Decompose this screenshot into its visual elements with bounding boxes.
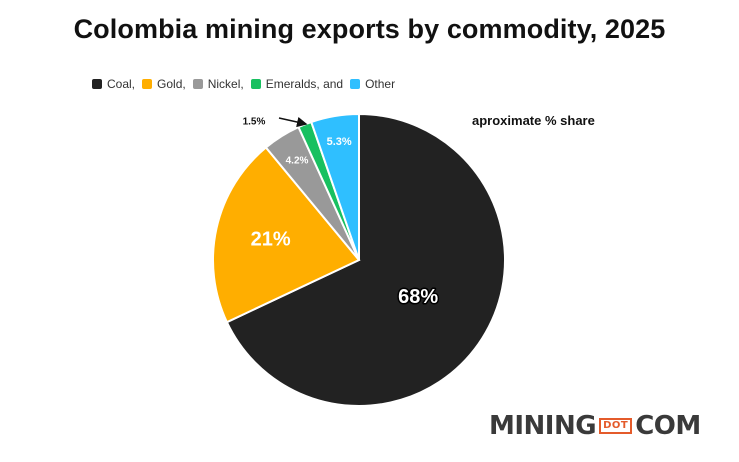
logo-dot-text: DOT xyxy=(599,418,633,434)
mining-dot-com-logo: MINING DOT COM xyxy=(489,411,701,441)
chart-annotation: aproximate % share xyxy=(472,113,595,128)
logo-com-text: COM xyxy=(635,411,701,441)
legend-swatch-emeralds xyxy=(250,79,261,89)
pie-slice-coal xyxy=(225,112,506,407)
legend-label-other: Other xyxy=(365,77,396,91)
legend-swatch-other xyxy=(350,79,361,89)
pie-label-nickel: 4.2% xyxy=(286,156,309,167)
legend: Coal, Gold, Nickel, Emeralds, and Other xyxy=(92,77,402,91)
legend-swatch-nickel xyxy=(192,79,203,89)
pie-slice-gold xyxy=(212,146,361,324)
legend-item-emeralds: Emeralds, and xyxy=(250,77,344,91)
pie-label-emeralds: 1.5% xyxy=(243,117,266,128)
legend-label-nickel: Nickel, xyxy=(207,77,244,91)
pie-label-coal: 68% xyxy=(398,286,438,308)
legend-swatch-gold xyxy=(142,79,153,89)
legend-item-nickel: Nickel, xyxy=(192,77,244,91)
legend-label-coal: Coal, xyxy=(107,77,136,91)
legend-label-emeralds: Emeralds, and xyxy=(265,77,344,91)
pie-slice-other xyxy=(310,112,360,261)
logo-mining-text: MINING xyxy=(489,411,597,441)
legend-item-other: Other xyxy=(350,77,395,91)
legend-swatch-coal xyxy=(92,79,102,89)
emeralds-callout-arrow xyxy=(278,116,308,128)
legend-label-gold: Gold, xyxy=(157,77,186,91)
chart-title: Colombia mining exports by commodity, 20… xyxy=(73,14,666,44)
pie-label-other: 5.3% xyxy=(327,136,352,148)
pie-label-gold: 21% xyxy=(251,229,291,251)
legend-item-gold: Gold, xyxy=(142,77,186,91)
legend-item-coal: Coal, xyxy=(92,77,135,91)
